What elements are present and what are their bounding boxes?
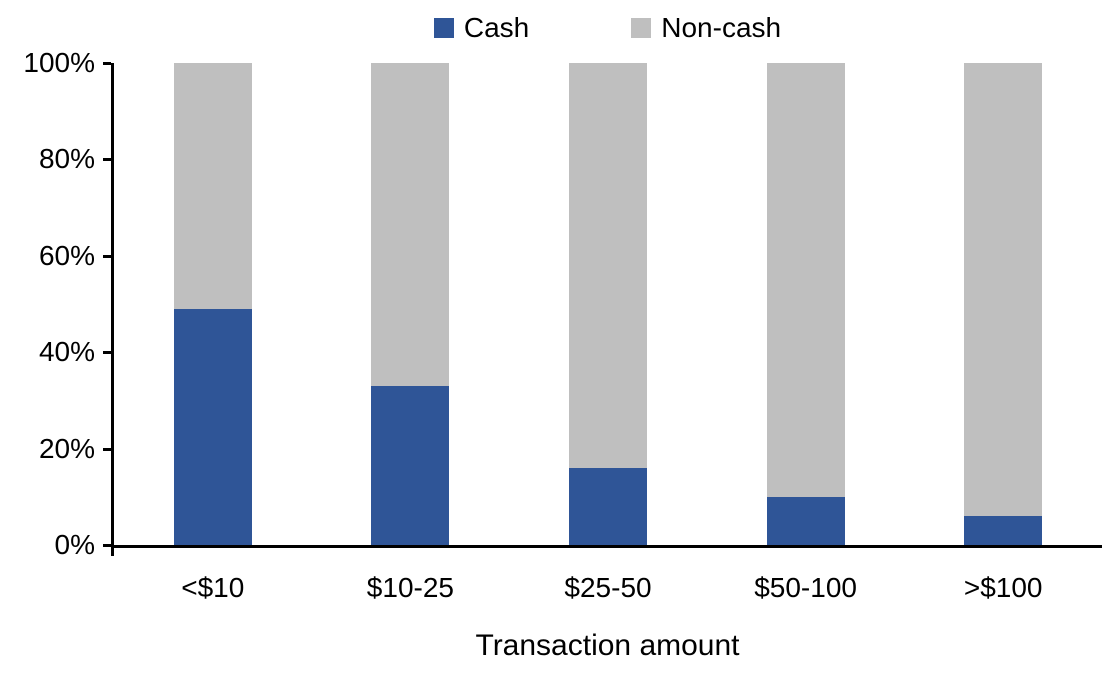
legend-item-non-cash: Non-cash [631,14,781,42]
y-tick-mark [103,351,111,355]
stacked-bar-50-100 [766,63,845,545]
stacked-bar-10-25 [371,63,450,545]
stacked-bar-25-50 [569,63,647,545]
y-tick-label: 80% [38,143,95,175]
y-tick-mark [103,544,111,547]
x-tick-label: $10-25 [366,572,454,603]
x-tick-label: $50-100 [754,572,857,603]
bar-segment-cash [173,308,252,545]
bar-segment-non-cash [569,63,647,468]
bar-segment-cash [569,467,647,545]
bar-segment-cash [371,385,450,545]
x-axis-title: Transaction amount [475,629,740,662]
stacked-bar-100 [964,63,1043,545]
bar-segment-non-cash [964,63,1043,517]
y-tick-label: 20% [38,432,95,464]
y-tick-mark [103,158,111,162]
legend-item-cash: Cash [433,12,530,43]
legend-label-cash: Cash [463,12,530,43]
y-tick-label: 100% [23,47,95,78]
y-tick-label: 0% [54,529,95,560]
bar-segment-non-cash [766,63,845,497]
y-tick-label: 60% [38,239,95,271]
bar-segment-non-cash [371,63,450,386]
y-tick-mark [103,447,111,451]
plot-area [103,62,1102,556]
legend-swatch-icon-non-cash [631,18,652,38]
bar-segment-cash [766,496,845,545]
y-tick-mark [103,62,111,65]
x-tick-label: $25-50 [564,572,652,603]
y-tick-label: 40% [38,336,95,368]
legend-swatch-icon-cash [433,18,454,38]
bar-segment-non-cash [173,63,252,309]
x-axis-origin-tick [111,545,114,556]
chart-legend: Cash Non-cash [113,14,1102,42]
stacked-bar-10 [173,63,252,545]
bar-segment-cash [964,516,1043,545]
x-tick-label: >$100 [963,572,1043,603]
legend-label-non-cash: Non-cash [661,12,782,43]
y-tick-mark [103,254,111,258]
x-tick-label: <$10 [181,572,245,603]
